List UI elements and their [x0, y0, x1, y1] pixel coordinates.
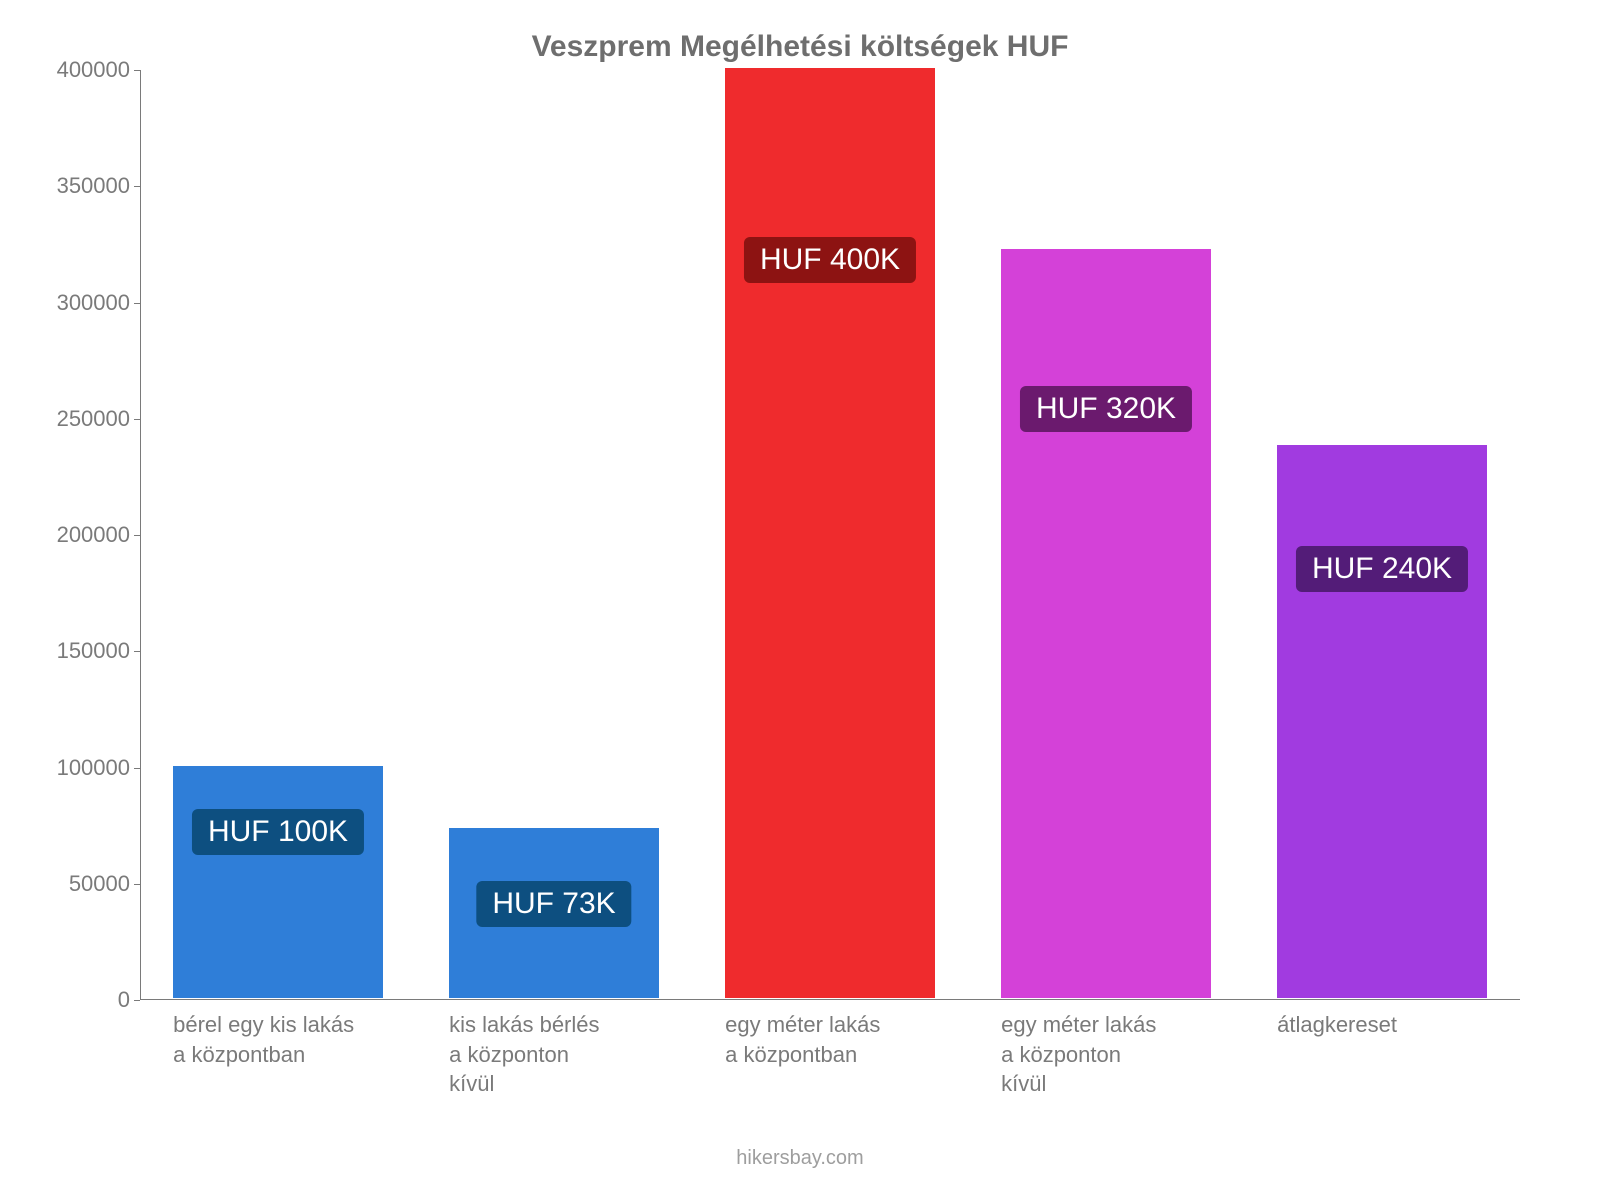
- ytick-mark: [134, 1000, 140, 1001]
- x-category-label: átlagkereset: [1277, 1010, 1487, 1040]
- bar-value-label: HUF 320K: [1020, 386, 1192, 432]
- ytick-label: 250000: [10, 406, 130, 432]
- ytick-mark: [134, 70, 140, 71]
- ytick-mark: [134, 768, 140, 769]
- ytick-mark: [134, 535, 140, 536]
- bar-value-label: HUF 100K: [192, 809, 364, 855]
- y-axis-line: [140, 70, 141, 1000]
- bar-value-label: HUF 73K: [476, 881, 631, 927]
- ytick-mark: [134, 419, 140, 420]
- bar: [725, 68, 935, 998]
- x-category-label: bérel egy kis lakás a központban: [173, 1010, 383, 1069]
- cost-of-living-chart: Veszprem Megélhetési költségek HUF HUF 1…: [0, 0, 1600, 1200]
- plot-area: HUF 100K HUF 73K HUF 400K HUF 320K HUF 240K: [140, 70, 1520, 1000]
- ytick-label: 0: [10, 987, 130, 1013]
- bar-value-label: HUF 400K: [744, 237, 916, 283]
- x-axis-line: [140, 999, 1520, 1000]
- ytick-label: 400000: [10, 57, 130, 83]
- x-category-label: kis lakás bérlés a központon kívül: [449, 1010, 659, 1099]
- ytick-label: 200000: [10, 522, 130, 548]
- ytick-mark: [134, 651, 140, 652]
- ytick-mark: [134, 303, 140, 304]
- ytick-mark: [134, 884, 140, 885]
- bar: [1277, 445, 1487, 998]
- ytick-label: 150000: [10, 638, 130, 664]
- ytick-label: 300000: [10, 290, 130, 316]
- bar: [173, 766, 383, 999]
- bar-value-label: HUF 240K: [1296, 546, 1468, 592]
- ytick-mark: [134, 186, 140, 187]
- credit-text: hikersbay.com: [0, 1147, 1600, 1170]
- chart-title: Veszprem Megélhetési költségek HUF: [0, 30, 1600, 64]
- ytick-label: 350000: [10, 173, 130, 199]
- x-category-label: egy méter lakás a központon kívül: [1001, 1010, 1211, 1099]
- ytick-label: 100000: [10, 755, 130, 781]
- ytick-label: 50000: [10, 871, 130, 897]
- bar: [1001, 249, 1211, 998]
- x-category-label: egy méter lakás a központban: [725, 1010, 935, 1069]
